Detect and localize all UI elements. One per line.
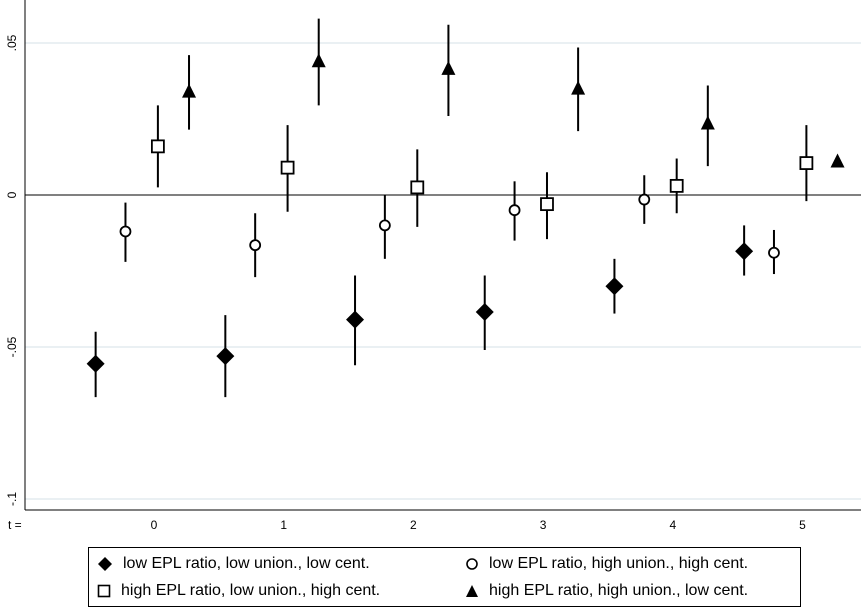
square-hollow-icon [97, 584, 111, 598]
data-point [249, 239, 262, 252]
data-point [638, 193, 651, 206]
legend-label: low EPL ratio, high union., high cent. [489, 555, 749, 572]
y-tick-label: -.1 [5, 492, 19, 506]
x-tick-label: 0 [151, 518, 158, 532]
legend-label: low EPL ratio, low union., low cent. [123, 555, 370, 572]
legend-item-high-epl-high-union-low-cent: high EPL ratio, high union., low cent. [465, 582, 748, 600]
data-point [540, 197, 554, 212]
diamond-filled-icon [98, 557, 112, 571]
legend-item-low-epl-low-union-low-cent: low EPL ratio, low union., low cent. [97, 555, 370, 573]
data-point [280, 160, 295, 175]
y-tick-label: -.05 [5, 336, 19, 357]
legend-label: high EPL ratio, high union., low cent. [489, 582, 749, 599]
data-point [735, 242, 754, 261]
gridlines [25, 42, 861, 500]
x-tick-label: 5 [799, 518, 806, 532]
data-point [311, 53, 326, 68]
x-tick-label: 2 [410, 518, 417, 532]
legend: low EPL ratio, low union., low cent. low… [88, 547, 801, 607]
data-point [508, 204, 521, 217]
y-tick-label: .05 [5, 34, 19, 51]
legend-label: high EPL ratio, low union., high cent. [121, 582, 381, 599]
series-square-hollow [150, 105, 814, 240]
data-point [799, 156, 814, 170]
data-point [410, 180, 425, 195]
series-circle-hollow [119, 175, 780, 278]
data-point [441, 60, 456, 75]
y-tick-label: 0 [5, 191, 19, 198]
circle-hollow-icon [466, 558, 478, 570]
data-point [475, 303, 494, 322]
x-tick-label: 1 [280, 518, 287, 532]
data-point [119, 225, 132, 238]
data-point [216, 347, 235, 366]
data-point [830, 153, 845, 168]
x-axis-prefix: t = [8, 518, 22, 532]
x-tick-label: 3 [540, 518, 547, 532]
legend-item-high-epl-low-union-high-cent: high EPL ratio, low union., high cent. [97, 582, 380, 600]
tick-labels: t = .05 0 -.05 -.1 0 1 2 3 4 5 [5, 34, 806, 532]
chart-canvas: t = .05 0 -.05 -.1 0 1 2 3 4 5 [5, 0, 861, 532]
triangle-filled-icon [466, 585, 478, 597]
data-point [182, 83, 197, 98]
axes [24, 0, 861, 511]
data-point [571, 80, 586, 95]
series-marks [86, 18, 845, 398]
data-point [378, 219, 391, 232]
series-diamond-filled [86, 225, 754, 398]
legend-item-low-epl-high-union-high-cent: low EPL ratio, high union., high cent. [465, 555, 748, 573]
data-point [669, 178, 684, 193]
series-triangle-filled [182, 18, 845, 168]
x-tick-label: 4 [669, 518, 676, 532]
data-point [605, 277, 624, 296]
data-point [768, 246, 780, 259]
data-point [150, 139, 165, 154]
data-point [700, 115, 715, 130]
data-point [346, 310, 365, 329]
data-point [86, 354, 105, 373]
